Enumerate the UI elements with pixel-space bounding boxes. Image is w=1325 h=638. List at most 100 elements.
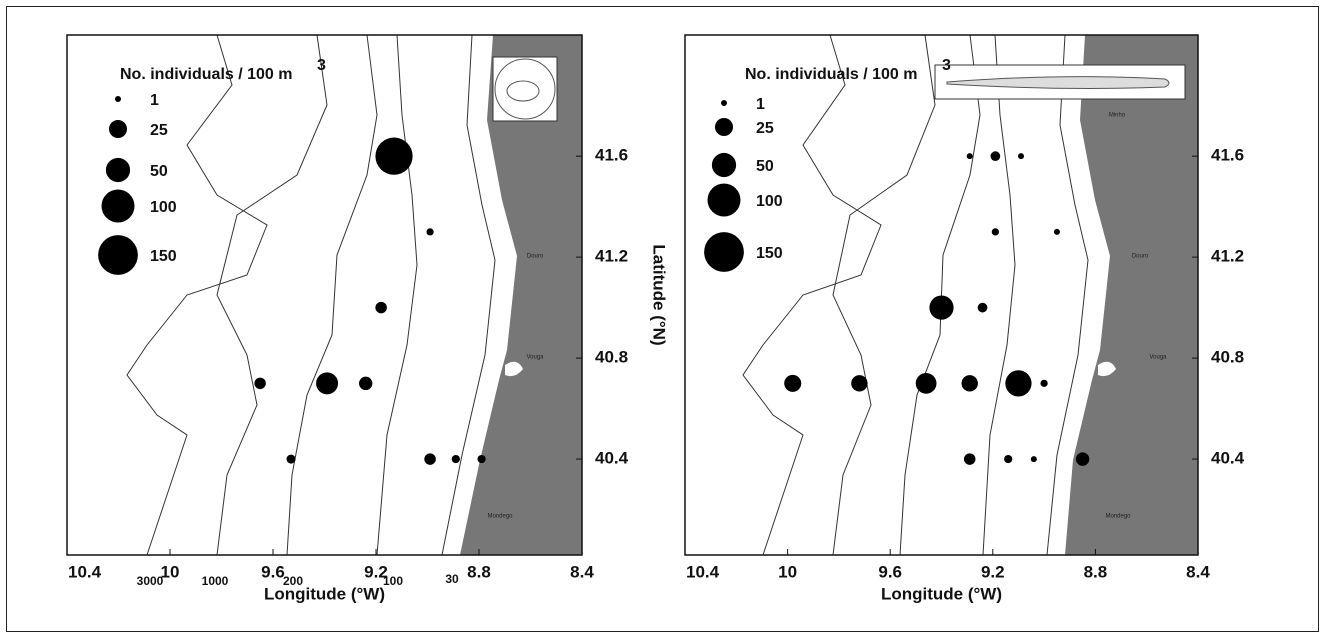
contour-label: 200 [283, 574, 303, 588]
x-tick-label: 8.8 [467, 562, 491, 581]
legend-title-sup: 3 [942, 57, 951, 74]
land [460, 35, 582, 555]
x-tick-label: 8.8 [1084, 562, 1108, 581]
bubble [1053, 228, 1060, 235]
legend-bubble [721, 100, 727, 106]
x-tick-label: 10.4 [68, 562, 102, 581]
x-tick-label: 10 [161, 562, 180, 581]
y-tick-label: 41.6 [1211, 146, 1244, 165]
x-tick-label: 10 [778, 562, 797, 581]
place-label: Mondego [487, 514, 513, 520]
legend-bubble [711, 152, 737, 178]
bubble [451, 454, 460, 464]
legend-bubble [105, 157, 131, 183]
bubble [963, 453, 976, 465]
place-label: Minho [1109, 113, 1126, 119]
legend-bubble [115, 96, 121, 102]
inset-fish [946, 76, 1170, 89]
legend-label: 100 [756, 193, 783, 210]
x-tick-label: 9.2 [364, 562, 388, 581]
bubble [990, 151, 1001, 162]
bubble [424, 453, 436, 465]
map-right [684, 34, 1199, 556]
bubble [254, 377, 266, 390]
contour [899, 34, 981, 556]
contour [742, 34, 882, 556]
bubble [929, 295, 954, 320]
legend-bubble [98, 235, 138, 275]
contour [832, 34, 936, 556]
place-label: Douro [1132, 254, 1149, 260]
land [1065, 35, 1198, 555]
y-tick-label: 40.8 [595, 348, 628, 367]
contour-label: 3000 [137, 574, 164, 588]
y-tick-label: 41.6 [595, 146, 628, 165]
legend-title: No. individuals / 100 m [120, 66, 293, 83]
contour-label: 1000 [202, 574, 229, 588]
legend-title: No. individuals / 100 m [745, 66, 918, 83]
y-tick-label: 40.8 [1211, 348, 1244, 367]
y-tick-label: 41.2 [1211, 247, 1244, 266]
legend-label: 100 [150, 199, 177, 216]
bubble [359, 376, 373, 391]
bubble [851, 375, 868, 392]
bubble [1005, 370, 1032, 397]
place-label: Vouga [526, 355, 544, 361]
y-tick-label: 41.2 [595, 247, 628, 266]
bubble [1040, 379, 1048, 387]
x-tick-label: 9.2 [981, 562, 1005, 581]
legend-bubble [704, 232, 744, 272]
x-tick-label: 8.4 [1186, 562, 1210, 581]
contour [376, 34, 418, 556]
bubble [375, 137, 413, 175]
bubble [375, 301, 387, 314]
contour-label: 30 [445, 572, 459, 586]
legend-bubble [707, 183, 741, 217]
contour [1046, 34, 1089, 556]
bubble [1018, 153, 1025, 160]
legend-bubble [101, 189, 135, 223]
contour [216, 34, 328, 556]
bubble [915, 372, 937, 394]
plot-frame [684, 34, 1199, 556]
legend-label: 1 [756, 96, 765, 113]
contour-label: 100 [383, 574, 403, 588]
y-tick-label: 40.4 [595, 449, 629, 468]
legend-bubble [109, 120, 127, 138]
legend-bubble [715, 118, 733, 136]
y-axis-label: Latitude (°N) [650, 244, 669, 345]
legend-label: 25 [756, 120, 774, 137]
place-label: Mondego [1105, 514, 1131, 520]
bubble [961, 375, 978, 392]
legend-label: 150 [756, 245, 783, 262]
inset-egg [494, 58, 556, 120]
bubble [477, 454, 486, 464]
inset [492, 56, 558, 122]
x-tick-label: 8.4 [570, 562, 594, 581]
x-axis-label: Longitude (°W) [264, 584, 385, 603]
legend-title-sup: 3 [317, 57, 326, 74]
legend-label: 150 [150, 248, 177, 265]
x-tick-label: 10.4 [686, 562, 720, 581]
x-tick-label: 9.6 [878, 562, 902, 581]
lagoon [1098, 361, 1116, 377]
bubble [1004, 454, 1013, 464]
figure-border [6, 6, 1319, 632]
bubble [286, 454, 296, 464]
place-label: Vouga [1149, 355, 1167, 361]
y-tick-label: 40.4 [1211, 449, 1245, 468]
legend-label: 1 [150, 92, 159, 109]
bubble [977, 302, 988, 313]
inset-larva [506, 80, 540, 102]
plot-frame [66, 34, 583, 556]
bubble [1075, 452, 1090, 466]
place-label: Douro [527, 254, 544, 260]
lagoon [505, 361, 523, 377]
contour [126, 34, 268, 556]
bubble [966, 153, 973, 160]
contour [441, 34, 496, 556]
contour [286, 34, 378, 556]
bubble [426, 228, 434, 236]
